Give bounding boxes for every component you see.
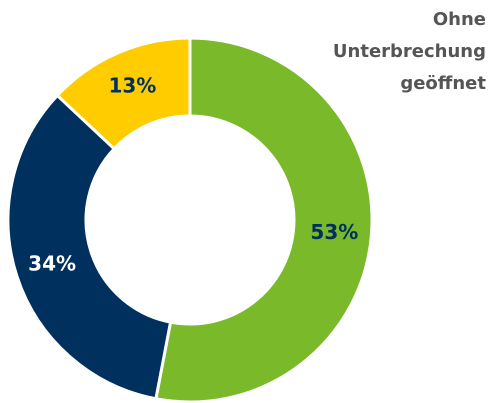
data-label: 13% xyxy=(108,73,156,97)
chart-title: Ohne Unterbrechung geöffnet xyxy=(332,9,486,94)
donut-slice xyxy=(154,36,374,403)
donut-slice xyxy=(6,93,173,401)
donut-slice xyxy=(55,36,192,151)
data-label: 53% xyxy=(310,220,358,244)
data-label: 34% xyxy=(28,251,76,275)
